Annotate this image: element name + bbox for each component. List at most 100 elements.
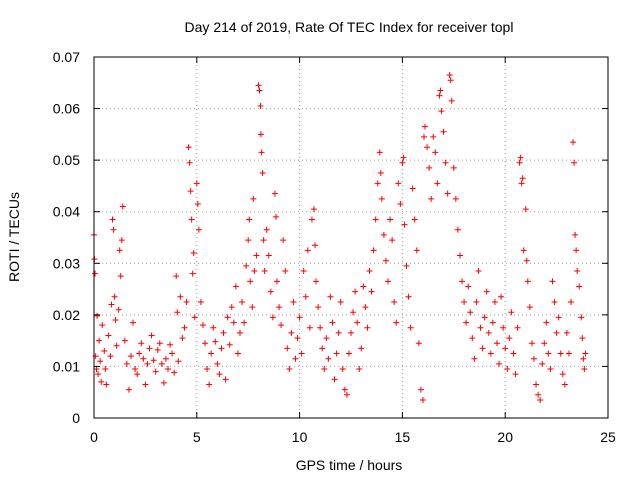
- data-point: [401, 221, 408, 228]
- data-point: [236, 329, 243, 336]
- data-point: [582, 350, 589, 357]
- grid-lines: [94, 57, 608, 418]
- data-point: [496, 360, 503, 367]
- data-point: [517, 154, 524, 161]
- data-point: [341, 386, 348, 393]
- data-point: [473, 298, 480, 305]
- data-point: [260, 237, 267, 244]
- data-point: [551, 298, 558, 305]
- data-point: [173, 273, 180, 280]
- data-point: [224, 314, 231, 321]
- data-point: [152, 368, 159, 375]
- data-point: [218, 345, 225, 352]
- data-point: [348, 329, 354, 336]
- data-point: [397, 200, 404, 207]
- data-point: [171, 369, 178, 376]
- data-point: [272, 213, 279, 220]
- data-point: [183, 298, 190, 305]
- data-point: [557, 350, 564, 357]
- data-point: [188, 216, 195, 223]
- data-point: [263, 226, 270, 233]
- data-point: [382, 257, 389, 264]
- data-point: [535, 391, 542, 398]
- data-point: [250, 195, 257, 202]
- data-point: [428, 195, 435, 202]
- data-point: [255, 82, 262, 89]
- data-point: [296, 314, 303, 321]
- data-point: [267, 288, 274, 295]
- data-point: [403, 262, 410, 269]
- data-point: [256, 87, 263, 94]
- data-point: [253, 252, 260, 259]
- data-point: [109, 216, 116, 223]
- data-point: [370, 247, 377, 254]
- data-point: [477, 324, 484, 331]
- data-point: [331, 376, 338, 383]
- data-point: [579, 335, 586, 342]
- data-point: [99, 322, 106, 329]
- data-point: [321, 366, 328, 373]
- data-point: [261, 268, 268, 275]
- data-point: [559, 371, 566, 378]
- data-point: [162, 355, 169, 362]
- data-point: [185, 144, 192, 151]
- data-point: [105, 332, 112, 339]
- data-point: [271, 190, 278, 197]
- data-point: [259, 170, 266, 177]
- data-point: [108, 301, 115, 308]
- data-point: [144, 360, 151, 367]
- data-point: [578, 314, 585, 321]
- data-point: [304, 247, 311, 254]
- x-tick-label: 5: [193, 429, 201, 445]
- data-point: [485, 329, 492, 336]
- data-point: [177, 293, 184, 300]
- data-point: [239, 298, 246, 305]
- data-point: [419, 396, 426, 403]
- data-point: [356, 366, 363, 373]
- data-point: [204, 366, 211, 373]
- data-point: [461, 298, 468, 305]
- data-point: [335, 329, 342, 336]
- data-point: [405, 293, 412, 300]
- data-point: [475, 268, 482, 275]
- data-point: [420, 133, 427, 140]
- data-point: [563, 329, 570, 336]
- data-point: [479, 345, 486, 352]
- data-point: [352, 288, 359, 295]
- data-point: [232, 283, 239, 290]
- data-point: [389, 237, 396, 244]
- data-point: [247, 278, 254, 285]
- data-point: [493, 340, 500, 347]
- data-point: [158, 360, 165, 367]
- data-point: [454, 226, 461, 233]
- x-tick-label: 15: [395, 429, 411, 445]
- data-point: [508, 309, 515, 316]
- data-point: [358, 345, 365, 352]
- data-point: [258, 149, 265, 156]
- data-point: [174, 309, 181, 316]
- data-point: [422, 123, 429, 130]
- data-point: [199, 322, 206, 329]
- data-point: [549, 278, 556, 285]
- data-point: [154, 346, 161, 353]
- data-point: [195, 226, 202, 233]
- x-tick-label: 10: [292, 429, 308, 445]
- data-point: [282, 268, 289, 275]
- data-point: [278, 322, 285, 329]
- data-point: [150, 357, 157, 364]
- data-point: [481, 314, 488, 321]
- data-point: [387, 216, 394, 223]
- data-point: [385, 278, 392, 285]
- data-point: [97, 358, 104, 365]
- data-point: [95, 371, 102, 378]
- data-point: [374, 180, 381, 187]
- data-point: [440, 128, 447, 135]
- data-point: [522, 206, 529, 213]
- data-point: [187, 188, 194, 195]
- data-point: [194, 200, 201, 207]
- data-point: [113, 342, 120, 349]
- data-point: [471, 355, 478, 362]
- data-point: [160, 379, 167, 386]
- data-point: [339, 366, 346, 373]
